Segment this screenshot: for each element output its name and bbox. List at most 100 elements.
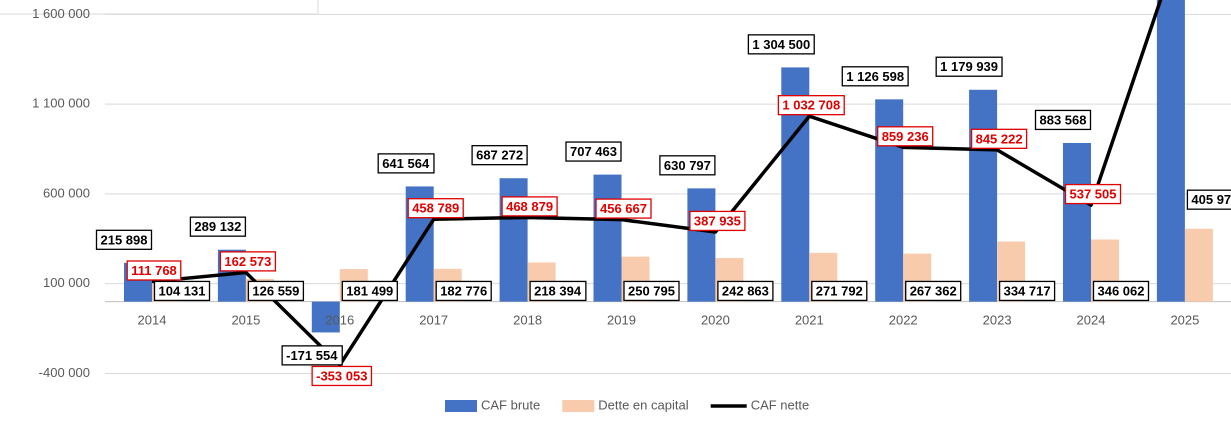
data-label-bg (623, 280, 680, 302)
data-label-bg (777, 95, 845, 116)
data-label: 181 499 (346, 283, 393, 298)
data-label-bg (565, 141, 622, 162)
y-tick-label: -400 000 (39, 365, 90, 380)
data-label-box: 289 132 (189, 216, 247, 237)
x-tick-label: 2021 (795, 312, 824, 327)
data-label: 1 179 939 (940, 59, 998, 74)
data-label: -353 053 (316, 368, 367, 383)
data-label-bg (247, 280, 305, 302)
data-label-bg (341, 280, 398, 302)
bar (687, 188, 716, 302)
data-label: 845 222 (976, 131, 1023, 146)
data-label: 468 879 (506, 199, 553, 214)
x-tick-label: 2024 (1077, 312, 1106, 327)
data-label-box: -171 554 (281, 345, 343, 366)
data-label-bg (970, 128, 1028, 149)
data-label-box: 215 898 (95, 229, 153, 250)
data-label-bg (659, 155, 716, 176)
data-label: -171 554 (286, 348, 338, 363)
data-label-box: 104 131 (153, 280, 211, 302)
y-tick-label: 1 100 000 (32, 96, 90, 111)
data-label-box: 641 564 (377, 153, 435, 174)
data-label-bg (717, 280, 774, 302)
data-label: 215 898 (101, 232, 148, 247)
data-label-box: 687 272 (471, 145, 528, 166)
bar (1184, 228, 1213, 302)
data-label: 250 795 (628, 283, 675, 298)
data-label: 289 132 (194, 219, 241, 234)
y-tick-label: 100 000 (43, 275, 90, 290)
bar (969, 89, 998, 302)
data-label-bg (189, 216, 247, 237)
data-label: 859 236 (882, 129, 929, 144)
data-label: 104 131 (159, 283, 206, 298)
bar (311, 301, 340, 333)
y-tick-label: 600 000 (43, 185, 90, 200)
data-label-bg (126, 260, 182, 281)
data-label-bg (1186, 189, 1231, 210)
data-label-box: 162 573 (219, 251, 277, 272)
data-label-bg (811, 280, 868, 302)
data-label-box: 537 505 (1064, 183, 1122, 205)
data-label-box: 387 935 (689, 210, 746, 232)
data-label-box: 707 463 (565, 141, 622, 162)
data-label-bg (407, 198, 464, 219)
data-label: 456 667 (600, 201, 647, 216)
data-label-box: 630 797 (659, 155, 716, 176)
data-label-bg (377, 153, 435, 174)
data-label-box: 346 062 (1092, 280, 1150, 302)
x-tick-label: 2022 (889, 312, 918, 327)
data-label-bg (877, 126, 934, 147)
data-label: 334 717 (1004, 283, 1051, 298)
data-label-box: 1 304 500 (747, 34, 815, 55)
data-label-box: 1 126 598 (841, 66, 909, 87)
data-label: 346 062 (1098, 283, 1145, 298)
data-label: 242 863 (722, 283, 769, 298)
x-tick-label: 2017 (419, 312, 448, 327)
data-label-bg (998, 280, 1056, 302)
data-label-bg (595, 198, 652, 219)
data-label: 218 394 (534, 283, 582, 298)
data-label: 1 126 598 (846, 69, 904, 84)
data-label-box: 242 863 (717, 280, 774, 302)
data-label-box: 267 362 (905, 280, 962, 302)
data-label: 162 573 (224, 254, 271, 269)
data-label-bg (281, 345, 343, 366)
data-label: 182 776 (440, 283, 487, 298)
data-label-bg (689, 210, 746, 232)
data-label-bg (219, 251, 277, 272)
data-label: 630 797 (664, 158, 711, 173)
legend-label: CAF nette (751, 397, 810, 412)
data-label-bg (153, 280, 211, 302)
data-label-box: 250 795 (623, 280, 680, 302)
data-label-bg (905, 280, 962, 302)
legend-label: Dette en capital (598, 397, 688, 412)
data-label-bg (95, 229, 153, 250)
data-label: 1 304 500 (752, 37, 810, 52)
data-label-bg (1092, 280, 1150, 302)
data-label-box: 111 768 (126, 260, 182, 281)
bar (1156, 0, 1185, 302)
data-label-box: 181 499 (341, 280, 398, 302)
x-tick-label: 2018 (513, 312, 542, 327)
data-label-bg (935, 56, 1003, 77)
legend-label: CAF brute (481, 397, 540, 412)
x-tick-label: 2020 (701, 312, 730, 327)
bar (1063, 142, 1091, 302)
data-label-box: 468 879 (501, 196, 558, 217)
data-label-box: 405 970 (1186, 189, 1231, 210)
data-label: 126 559 (252, 283, 299, 298)
data-label: 707 463 (570, 144, 617, 159)
x-tick-label: 2019 (607, 312, 636, 327)
data-label-box: 1 032 708 (777, 95, 845, 116)
data-label: 883 568 (1040, 112, 1087, 127)
data-label: 1 032 708 (782, 98, 840, 113)
data-label-box: 845 222 (970, 128, 1028, 149)
data-label: 687 272 (476, 148, 523, 163)
legend-swatch (445, 400, 477, 412)
data-label-bg (435, 280, 492, 302)
data-label: 537 505 (1070, 187, 1117, 202)
data-label-bg (529, 280, 587, 302)
data-label-box: 334 717 (998, 280, 1056, 302)
